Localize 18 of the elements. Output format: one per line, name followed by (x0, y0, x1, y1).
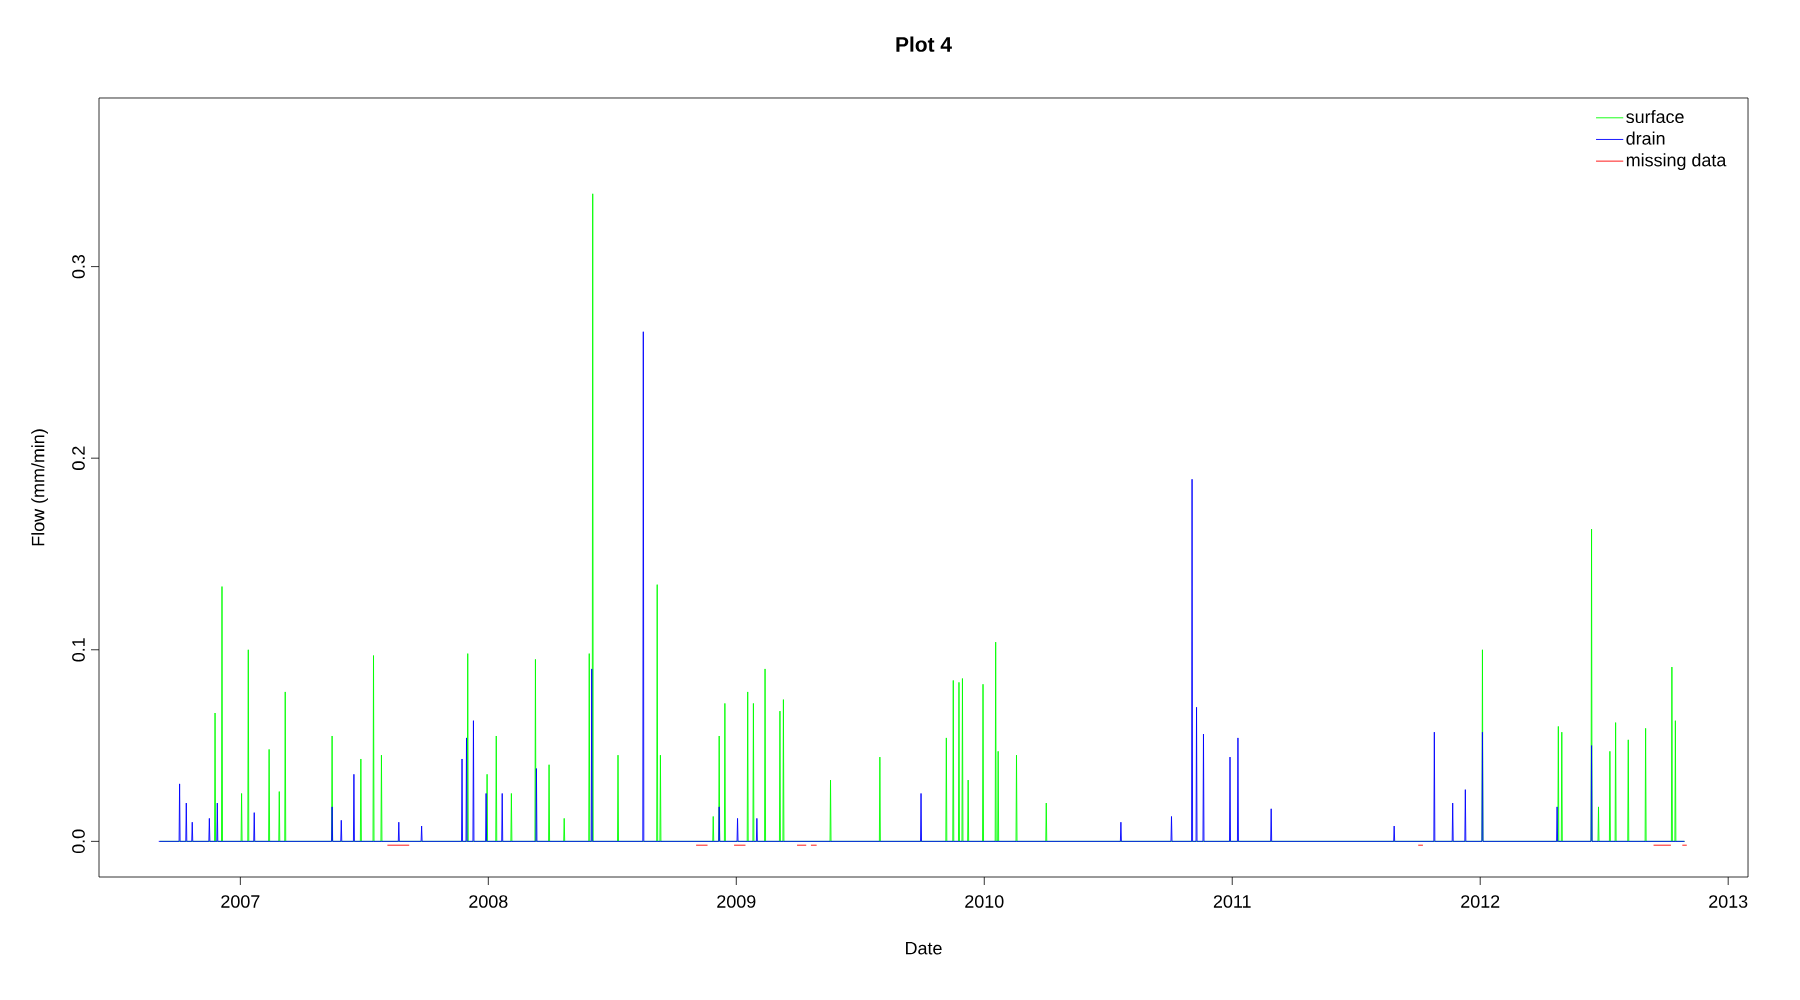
y-tick-label: 0.2 (72, 446, 85, 470)
legend-label: surface (1626, 109, 1684, 124)
legend-label: drain (1626, 131, 1665, 145)
chart-title: Plot 4 (896, 36, 952, 52)
x-tick-label: 2009 (717, 895, 756, 908)
y-tick-label: 0.1 (72, 638, 85, 662)
y-axis-title: Flow (mm/min) (31, 429, 48, 546)
x-tick-label: 2010 (965, 895, 1004, 908)
legend-label: missing data (1626, 153, 1727, 170)
x-tick-label: 2007 (221, 895, 260, 908)
x-tick-label: 2013 (1709, 895, 1748, 908)
line-series (158, 331, 1685, 842)
x-tick-label: 2011 (1213, 895, 1251, 908)
y-tick-label: 0.3 (72, 254, 85, 279)
y-tick-label: 0.0 (72, 829, 85, 854)
x-axis-title: Date (906, 942, 942, 955)
x-tick-label: 2012 (1461, 895, 1500, 908)
x-tick-label: 2008 (469, 895, 508, 908)
